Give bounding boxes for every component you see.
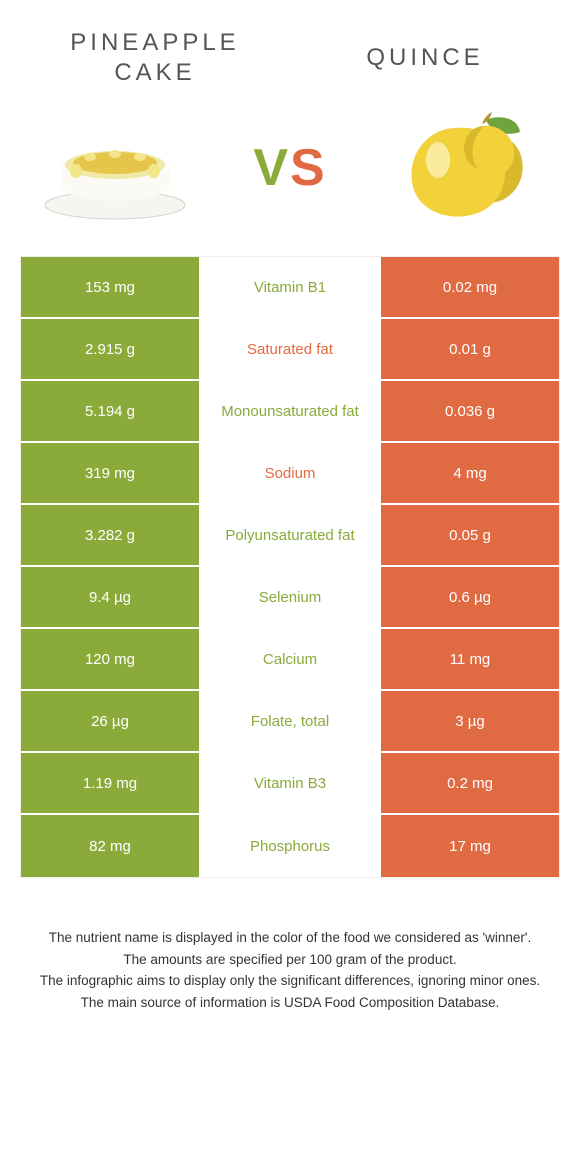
right-value: 0.01 g <box>381 319 559 379</box>
left-value: 1.19 mg <box>21 753 201 813</box>
right-value: 0.05 g <box>381 505 559 565</box>
left-food-title-line2: CAKE <box>114 59 195 86</box>
footnote-line: The infographic aims to display only the… <box>30 971 550 991</box>
nutrient-row: 2.915 gSaturated fat0.01 g <box>21 319 559 381</box>
nutrient-row: 5.194 gMonounsaturated fat0.036 g <box>21 381 559 443</box>
left-value: 153 mg <box>21 257 201 317</box>
nutrient-name: Vitamin B1 <box>201 257 381 317</box>
footnote-line: The amounts are specified per 100 gram o… <box>30 950 550 970</box>
left-food-title-line1: PINEAPPLE <box>70 29 239 56</box>
nutrient-name: Selenium <box>201 567 381 627</box>
right-value: 0.2 mg <box>381 753 559 813</box>
quince-icon <box>390 108 540 228</box>
vs-label: VS <box>253 138 326 198</box>
right-value: 17 mg <box>381 815 559 877</box>
right-value: 11 mg <box>381 629 559 689</box>
nutrient-row: 1.19 mgVitamin B30.2 mg <box>21 753 559 815</box>
nutrient-name: Monounsaturated fat <box>201 381 381 441</box>
right-value: 0.6 µg <box>381 567 559 627</box>
nutrient-row: 319 mgSodium4 mg <box>21 443 559 505</box>
right-value: 4 mg <box>381 443 559 503</box>
right-value: 0.02 mg <box>381 257 559 317</box>
vs-s: S <box>290 139 327 197</box>
left-value: 9.4 µg <box>21 567 201 627</box>
left-value: 26 µg <box>21 691 201 751</box>
nutrient-row: 120 mgCalcium11 mg <box>21 629 559 691</box>
nutrient-name: Phosphorus <box>201 815 381 877</box>
nutrient-name: Folate, total <box>201 691 381 751</box>
nutrient-row: 26 µgFolate, total3 µg <box>21 691 559 753</box>
footnotes: The nutrient name is displayed in the co… <box>30 928 550 1012</box>
left-value: 2.915 g <box>21 319 201 379</box>
right-food-title: QUINCE <box>320 43 530 73</box>
quince-image <box>390 108 540 228</box>
cake-icon <box>40 113 190 223</box>
left-value: 120 mg <box>21 629 201 689</box>
nutrient-name: Sodium <box>201 443 381 503</box>
nutrient-row: 82 mgPhosphorus17 mg <box>21 815 559 877</box>
left-food-title: PINEAPPLE CAKE <box>50 28 260 88</box>
nutrient-name: Saturated fat <box>201 319 381 379</box>
left-value: 319 mg <box>21 443 201 503</box>
footnote-line: The main source of information is USDA F… <box>30 993 550 1013</box>
nutrient-name: Calcium <box>201 629 381 689</box>
footnote-line: The nutrient name is displayed in the co… <box>30 928 550 948</box>
nutrient-name: Vitamin B3 <box>201 753 381 813</box>
right-value: 0.036 g <box>381 381 559 441</box>
nutrient-row: 9.4 µgSelenium0.6 µg <box>21 567 559 629</box>
nutrient-name: Polyunsaturated fat <box>201 505 381 565</box>
nutrient-row: 3.282 gPolyunsaturated fat0.05 g <box>21 505 559 567</box>
nutrient-table: 153 mgVitamin B10.02 mg2.915 gSaturated … <box>20 256 560 878</box>
left-value: 82 mg <box>21 815 201 877</box>
comparison-header: PINEAPPLE CAKE QUINCE <box>0 0 580 98</box>
nutrient-row: 153 mgVitamin B10.02 mg <box>21 257 559 319</box>
left-value: 5.194 g <box>21 381 201 441</box>
left-value: 3.282 g <box>21 505 201 565</box>
vs-v: V <box>253 139 290 197</box>
pineapple-cake-image <box>40 108 190 228</box>
right-value: 3 µg <box>381 691 559 751</box>
images-row: VS <box>0 98 580 256</box>
